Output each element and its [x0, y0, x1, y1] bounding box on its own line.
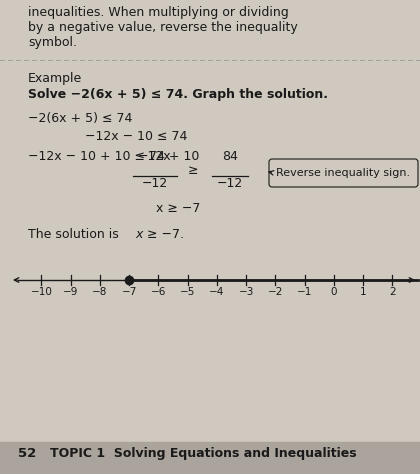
FancyBboxPatch shape [269, 159, 418, 187]
Text: 2: 2 [389, 287, 396, 297]
Bar [0, 442, 420, 474]
Text: The solution is: The solution is [28, 228, 123, 241]
Text: x: x [135, 228, 142, 241]
Text: −8: −8 [92, 287, 108, 297]
Text: −7: −7 [121, 287, 137, 297]
Text: −5: −5 [180, 287, 195, 297]
Text: −2: −2 [268, 287, 283, 297]
Text: −3: −3 [239, 287, 254, 297]
Text: x ≥ −7: x ≥ −7 [156, 202, 200, 215]
Text: Example: Example [28, 72, 82, 85]
Text: ≥: ≥ [188, 164, 198, 177]
Text: −6: −6 [151, 287, 166, 297]
Text: Reverse inequality sign.: Reverse inequality sign. [276, 168, 411, 178]
Text: −12x: −12x [138, 150, 172, 163]
Text: 1: 1 [360, 287, 367, 297]
Text: 52: 52 [18, 447, 36, 460]
Text: −4: −4 [209, 287, 225, 297]
Text: −9: −9 [63, 287, 79, 297]
Text: symbol.: symbol. [28, 36, 77, 49]
Text: Solve −2(6x + 5) ≤ 74. Graph the solution.: Solve −2(6x + 5) ≤ 74. Graph the solutio… [28, 88, 328, 101]
Text: −12x − 10 ≤ 74: −12x − 10 ≤ 74 [85, 130, 187, 143]
Text: inequalities. When multiplying or dividing: inequalities. When multiplying or dividi… [28, 6, 289, 19]
Text: −12: −12 [217, 177, 243, 190]
Text: ≥ −7.: ≥ −7. [143, 228, 184, 241]
Text: −2(6x + 5) ≤ 74: −2(6x + 5) ≤ 74 [28, 112, 132, 125]
Text: −10: −10 [31, 287, 52, 297]
Text: TOPIC 1  Solving Equations and Inequalities: TOPIC 1 Solving Equations and Inequaliti… [50, 447, 357, 460]
Text: −12x − 10 + 10 ≤ 74 + 10: −12x − 10 + 10 ≤ 74 + 10 [28, 150, 200, 163]
Text: by a negative value, reverse the inequality: by a negative value, reverse the inequal… [28, 21, 298, 34]
Text: 84: 84 [222, 150, 238, 163]
Text: 0: 0 [331, 287, 337, 297]
Text: −12: −12 [142, 177, 168, 190]
Text: −1: −1 [297, 287, 312, 297]
